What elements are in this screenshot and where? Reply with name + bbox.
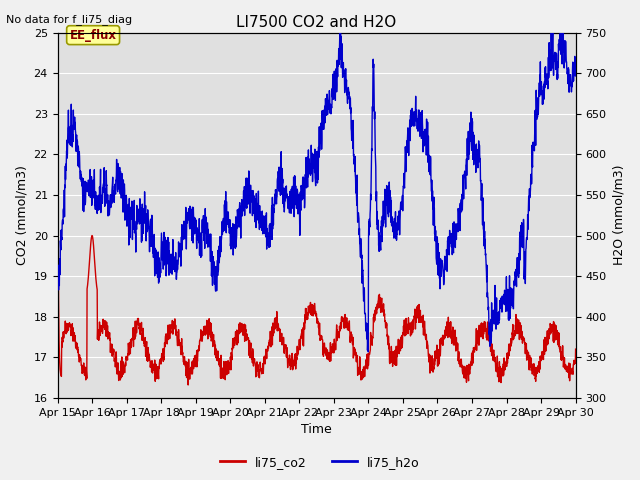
Y-axis label: H2O (mmol/m3): H2O (mmol/m3) [612, 165, 625, 265]
X-axis label: Time: Time [301, 423, 332, 436]
Y-axis label: CO2 (mmol/m3): CO2 (mmol/m3) [15, 165, 28, 265]
Text: EE_flux: EE_flux [70, 29, 116, 42]
Text: No data for f_li75_diag: No data for f_li75_diag [6, 14, 132, 25]
Legend: li75_co2, li75_h2o: li75_co2, li75_h2o [215, 451, 425, 474]
Title: LI7500 CO2 and H2O: LI7500 CO2 and H2O [236, 15, 397, 30]
